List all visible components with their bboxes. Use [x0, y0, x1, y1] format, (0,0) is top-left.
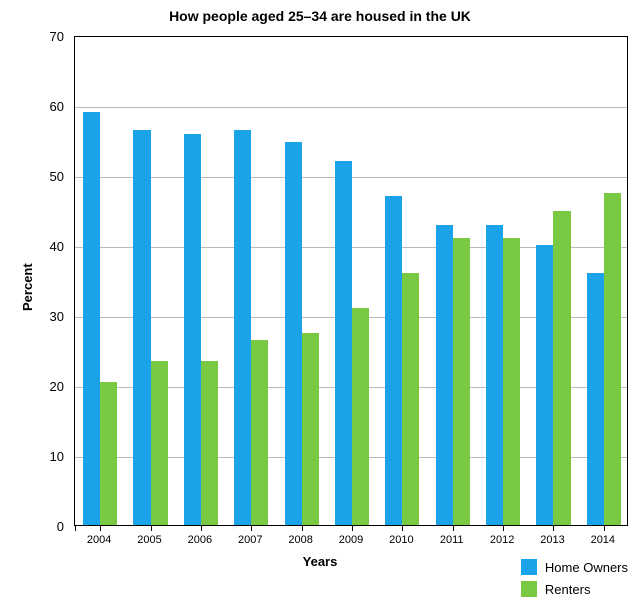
bar-renters — [352, 308, 369, 525]
x-tick-label: 2013 — [540, 534, 564, 546]
y-tick-label: 70 — [0, 29, 64, 44]
x-tick-mark — [100, 525, 101, 531]
x-tick-mark — [75, 525, 76, 531]
y-tick-label: 20 — [0, 379, 64, 394]
y-tick-label: 0 — [0, 519, 64, 534]
x-tick-mark — [251, 525, 252, 531]
x-tick-label: 2008 — [288, 534, 312, 546]
bar-renters — [201, 361, 218, 526]
x-tick-label: 2009 — [339, 534, 363, 546]
legend-swatch — [521, 559, 537, 575]
legend: Home Owners Renters — [521, 559, 628, 603]
legend-item: Renters — [521, 581, 628, 597]
plot-area — [74, 36, 628, 526]
y-tick-label: 60 — [0, 99, 64, 114]
x-tick-mark — [503, 525, 504, 531]
y-tick-label: 40 — [0, 239, 64, 254]
bar-renters — [604, 193, 621, 526]
x-tick-label: 2007 — [238, 534, 262, 546]
y-axis-label: Percent — [20, 263, 35, 311]
bar-renters — [553, 211, 570, 525]
bar-renters — [453, 238, 470, 525]
bar-renters — [151, 361, 168, 526]
y-tick-label: 10 — [0, 449, 64, 464]
bar-home-owners — [184, 134, 201, 525]
bar-renters — [503, 238, 520, 525]
x-tick-mark — [302, 525, 303, 531]
x-tick-label: 2006 — [188, 534, 212, 546]
x-tick-label: 2010 — [389, 534, 413, 546]
bar-home-owners — [234, 130, 251, 526]
legend-label: Home Owners — [545, 560, 628, 575]
bar-home-owners — [536, 245, 553, 525]
bar-home-owners — [486, 225, 503, 525]
y-tick-label: 30 — [0, 309, 64, 324]
bar-renters — [251, 340, 268, 526]
bar-home-owners — [133, 130, 150, 526]
x-tick-mark — [604, 525, 605, 531]
bar-home-owners — [285, 142, 302, 525]
x-tick-mark — [151, 525, 152, 531]
x-tick-label: 2014 — [591, 534, 615, 546]
bar-renters — [302, 333, 319, 526]
x-tick-label: 2004 — [87, 534, 111, 546]
x-tick-mark — [453, 525, 454, 531]
legend-label: Renters — [545, 582, 591, 597]
x-tick-label: 2011 — [440, 534, 464, 546]
x-tick-mark — [201, 525, 202, 531]
gridline — [75, 107, 627, 108]
chart-frame: How people aged 25–34 are housed in the … — [0, 0, 640, 611]
bar-renters — [100, 382, 117, 526]
bar-home-owners — [83, 112, 100, 525]
x-tick-mark — [402, 525, 403, 531]
bar-home-owners — [385, 196, 402, 525]
x-tick-mark — [352, 525, 353, 531]
bar-home-owners — [335, 161, 352, 525]
bar-home-owners — [436, 225, 453, 525]
x-tick-mark — [553, 525, 554, 531]
bar-home-owners — [587, 273, 604, 525]
legend-item: Home Owners — [521, 559, 628, 575]
legend-swatch — [521, 581, 537, 597]
bar-renters — [402, 273, 419, 525]
chart-title: How people aged 25–34 are housed in the … — [0, 8, 640, 24]
x-tick-label: 2005 — [137, 534, 161, 546]
y-tick-label: 50 — [0, 169, 64, 184]
x-tick-label: 2012 — [490, 534, 514, 546]
